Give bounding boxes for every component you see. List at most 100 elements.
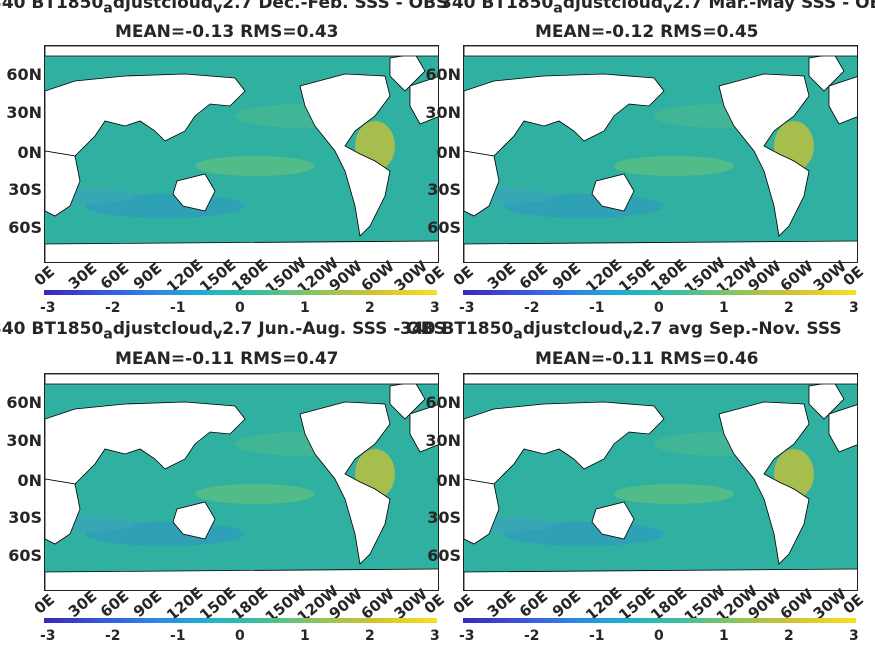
lat-tick-label: 60S xyxy=(427,218,461,237)
panel-title: 340 BT1850adjustcloudv2.7 Jun.-Aug. SSS … xyxy=(0,320,446,343)
panel-stat: MEAN=-0.12 RMS=0.45 xyxy=(535,22,759,42)
panel-stat: MEAN=-0.11 RMS=0.47 xyxy=(115,349,339,369)
lat-tick-label: 30S xyxy=(427,180,461,199)
panel-title: 340 BT1850adjustcloudv2.7 avg Sep.-Nov. … xyxy=(400,320,842,343)
colorbar xyxy=(463,618,856,623)
title-part: 2.7 Jun.-Aug. SSS - OBS xyxy=(222,319,446,339)
sss-anomaly-patch xyxy=(614,484,734,504)
land-mass xyxy=(45,46,438,57)
sss-anomaly-patch xyxy=(195,156,315,176)
map-panel-son xyxy=(463,373,858,591)
land-mass xyxy=(464,46,857,57)
lon-tick-label: 90E xyxy=(548,259,584,293)
colorbar-tick-label: -1 xyxy=(170,628,186,644)
lon-tick-label: 30E xyxy=(64,259,100,293)
title-part: 340 BT1850 xyxy=(0,319,104,339)
lat-tick-label: 60S xyxy=(8,546,42,565)
land-mass xyxy=(409,76,438,125)
map-panel-jja xyxy=(44,373,439,591)
lon-tick-label: 0E xyxy=(30,262,59,290)
land-mass xyxy=(464,401,665,485)
land-mass xyxy=(464,478,500,545)
map-panel-mam xyxy=(463,45,858,263)
panel-title: 340 BT1850adjustcloudv2.7 Dec.-Feb. SSS … xyxy=(0,0,448,17)
colorbar-tick-label: 0 xyxy=(235,300,245,316)
lat-tick-label: 30N xyxy=(6,103,42,122)
title-part: djustcloud xyxy=(112,0,214,13)
colorbar-tick-label: 1 xyxy=(719,628,729,644)
colorbar-tick-label: -1 xyxy=(589,628,605,644)
colorbar-tick-label: 0 xyxy=(235,628,245,644)
title-sub: v xyxy=(663,0,673,17)
lon-tick-label: 90E xyxy=(548,587,584,621)
colorbar-tick-label: -1 xyxy=(589,300,605,316)
colorbar-tick-label: 0 xyxy=(654,300,664,316)
lon-tick-label: 30E xyxy=(483,587,519,621)
colorbar-tick-label: -2 xyxy=(105,628,121,644)
lat-tick-label: 30S xyxy=(8,180,42,199)
colorbar-tick-label: 2 xyxy=(365,300,375,316)
title-sub: v xyxy=(213,326,223,343)
colorbar-tick-label: -3 xyxy=(459,300,475,316)
land-mass xyxy=(591,173,635,212)
colorbar-tick-label: 2 xyxy=(784,300,794,316)
land-mass xyxy=(718,401,810,565)
world-map xyxy=(45,374,438,590)
lon-tick-label: 0E xyxy=(449,262,478,290)
lon-tick-label: 60E xyxy=(96,259,133,293)
land-mass xyxy=(299,73,391,237)
colorbar-tick-label: 3 xyxy=(849,628,859,644)
panel-stat: MEAN=-0.13 RMS=0.43 xyxy=(115,22,339,42)
colorbar-tick-label: 1 xyxy=(719,300,729,316)
title-part: 2.7 Mar.-May SSS - OBS xyxy=(672,0,875,13)
title-part: djustcloud xyxy=(562,0,664,13)
title-sub: a xyxy=(103,0,113,17)
colorbar-tick-label: -2 xyxy=(105,300,121,316)
title-part: djustcloud xyxy=(112,319,214,339)
lat-tick-label: 30S xyxy=(8,508,42,527)
title-part: 2.7 Dec.-Feb. SSS - OBS xyxy=(222,0,449,13)
land-mass xyxy=(591,501,635,540)
panel-title: 340 BT1850adjustcloudv2.7 Mar.-May SSS -… xyxy=(440,0,875,17)
lon-tick-label: 30E xyxy=(483,259,519,293)
colorbar-tick-label: -3 xyxy=(40,300,56,316)
lat-tick-label: 0N xyxy=(436,471,461,490)
colorbar-tick-label: 1 xyxy=(300,628,310,644)
lon-tick-label: 60E xyxy=(515,259,552,293)
lon-tick-label: 90E xyxy=(129,587,165,621)
title-part: 340 BT1850 xyxy=(400,319,514,339)
land-mass xyxy=(464,240,857,262)
land-mass xyxy=(45,240,438,262)
land-mass xyxy=(45,73,246,157)
title-part: 2.7 avg Sep.-Nov. SSS xyxy=(632,319,842,339)
world-map xyxy=(464,46,857,262)
title-sub: a xyxy=(513,326,523,343)
title-part: djustcloud xyxy=(522,319,624,339)
title-sub: v xyxy=(623,326,633,343)
land-mass xyxy=(464,150,500,217)
lon-tick-label: 60E xyxy=(515,587,552,621)
land-mass xyxy=(45,478,81,545)
panel-stat: MEAN=-0.11 RMS=0.46 xyxy=(535,349,759,369)
lat-tick-label: 60N xyxy=(425,65,461,84)
lat-tick-label: 30N xyxy=(425,103,461,122)
lat-tick-label: 30S xyxy=(427,508,461,527)
land-mass xyxy=(172,173,216,212)
colorbar-tick-label: -1 xyxy=(170,300,186,316)
lat-tick-label: 30N xyxy=(425,431,461,450)
world-map xyxy=(464,374,857,590)
lat-tick-label: 60S xyxy=(8,218,42,237)
land-mass xyxy=(172,501,216,540)
land-mass xyxy=(45,401,246,485)
colorbar xyxy=(44,290,437,295)
title-sub: v xyxy=(213,0,223,17)
colorbar-tick-label: 0 xyxy=(654,628,664,644)
land-mass xyxy=(718,73,810,237)
colorbar xyxy=(463,290,856,295)
lon-tick-label: 30E xyxy=(64,587,100,621)
title-part: 340 BT1850 xyxy=(440,0,554,13)
colorbar-tick-label: -3 xyxy=(40,628,56,644)
lon-tick-label: 60E xyxy=(96,587,133,621)
lat-tick-label: 0N xyxy=(17,471,42,490)
colorbar-tick-label: -2 xyxy=(524,628,540,644)
